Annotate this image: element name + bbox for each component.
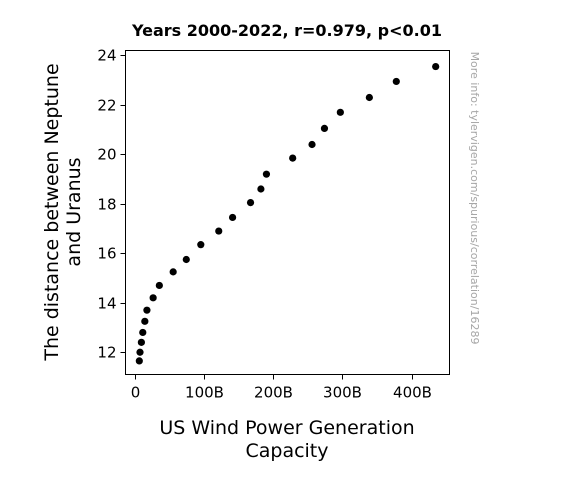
x-tick-label: 100B [185, 384, 224, 402]
scatter-point [392, 77, 400, 86]
y-axis-title-line-1: The distance between Neptune [41, 63, 63, 361]
scatter-point [143, 306, 151, 314]
y-tick-label: 12 [97, 344, 116, 362]
x-axis-title-line-2: Capacity [245, 440, 328, 462]
scatter-point [155, 281, 163, 290]
y-tick-label: 24 [97, 47, 116, 65]
x-axis-title-line-1: US Wind Power Generation [159, 417, 414, 439]
y-axis-ticks: 12 14 16 18 20 22 24 [97, 47, 126, 362]
x-tick-label: 200B [254, 384, 293, 402]
source-note: More info: tylervigen.com/spurious/corre… [468, 52, 481, 345]
plot-frame [125, 50, 450, 375]
y-axis-title-line-2: and Uranus [63, 157, 85, 266]
scatter-point [141, 317, 149, 325]
x-axis-ticks: 0 100B 200B 300B 400B [131, 374, 432, 402]
x-tick-label: 300B [323, 384, 362, 402]
scatter-point [320, 124, 329, 133]
scatter-point [289, 154, 297, 162]
data-points [135, 62, 440, 365]
scatter-point [139, 328, 147, 337]
scatter-point [182, 255, 190, 264]
y-tick-label: 20 [97, 146, 116, 164]
scatter-point [246, 199, 255, 207]
scatter-point [365, 93, 373, 102]
y-tick-label: 16 [97, 245, 116, 263]
scatter-point [135, 357, 143, 365]
y-tick-label: 14 [97, 295, 116, 313]
scatter-point [257, 185, 265, 193]
plot-area [125, 50, 450, 375]
scatter-point [136, 348, 144, 356]
scatter-point [336, 108, 344, 116]
scatter-point [149, 294, 157, 302]
scatter-point [197, 241, 205, 249]
y-tick-label: 18 [97, 196, 116, 214]
y-tick-label: 22 [97, 97, 116, 115]
scatter-point [215, 227, 223, 235]
scatter-point [228, 213, 237, 222]
x-tick-label: 400B [393, 384, 432, 402]
chart-title: Years 2000-2022, r=0.979, p<0.01 [131, 21, 442, 40]
scatter-point [262, 170, 271, 178]
scatter-point [169, 268, 177, 276]
scatter-point [137, 338, 145, 346]
x-tick-label: 0 [131, 384, 141, 402]
scatter-point [432, 62, 440, 71]
scatter-point [308, 140, 316, 149]
